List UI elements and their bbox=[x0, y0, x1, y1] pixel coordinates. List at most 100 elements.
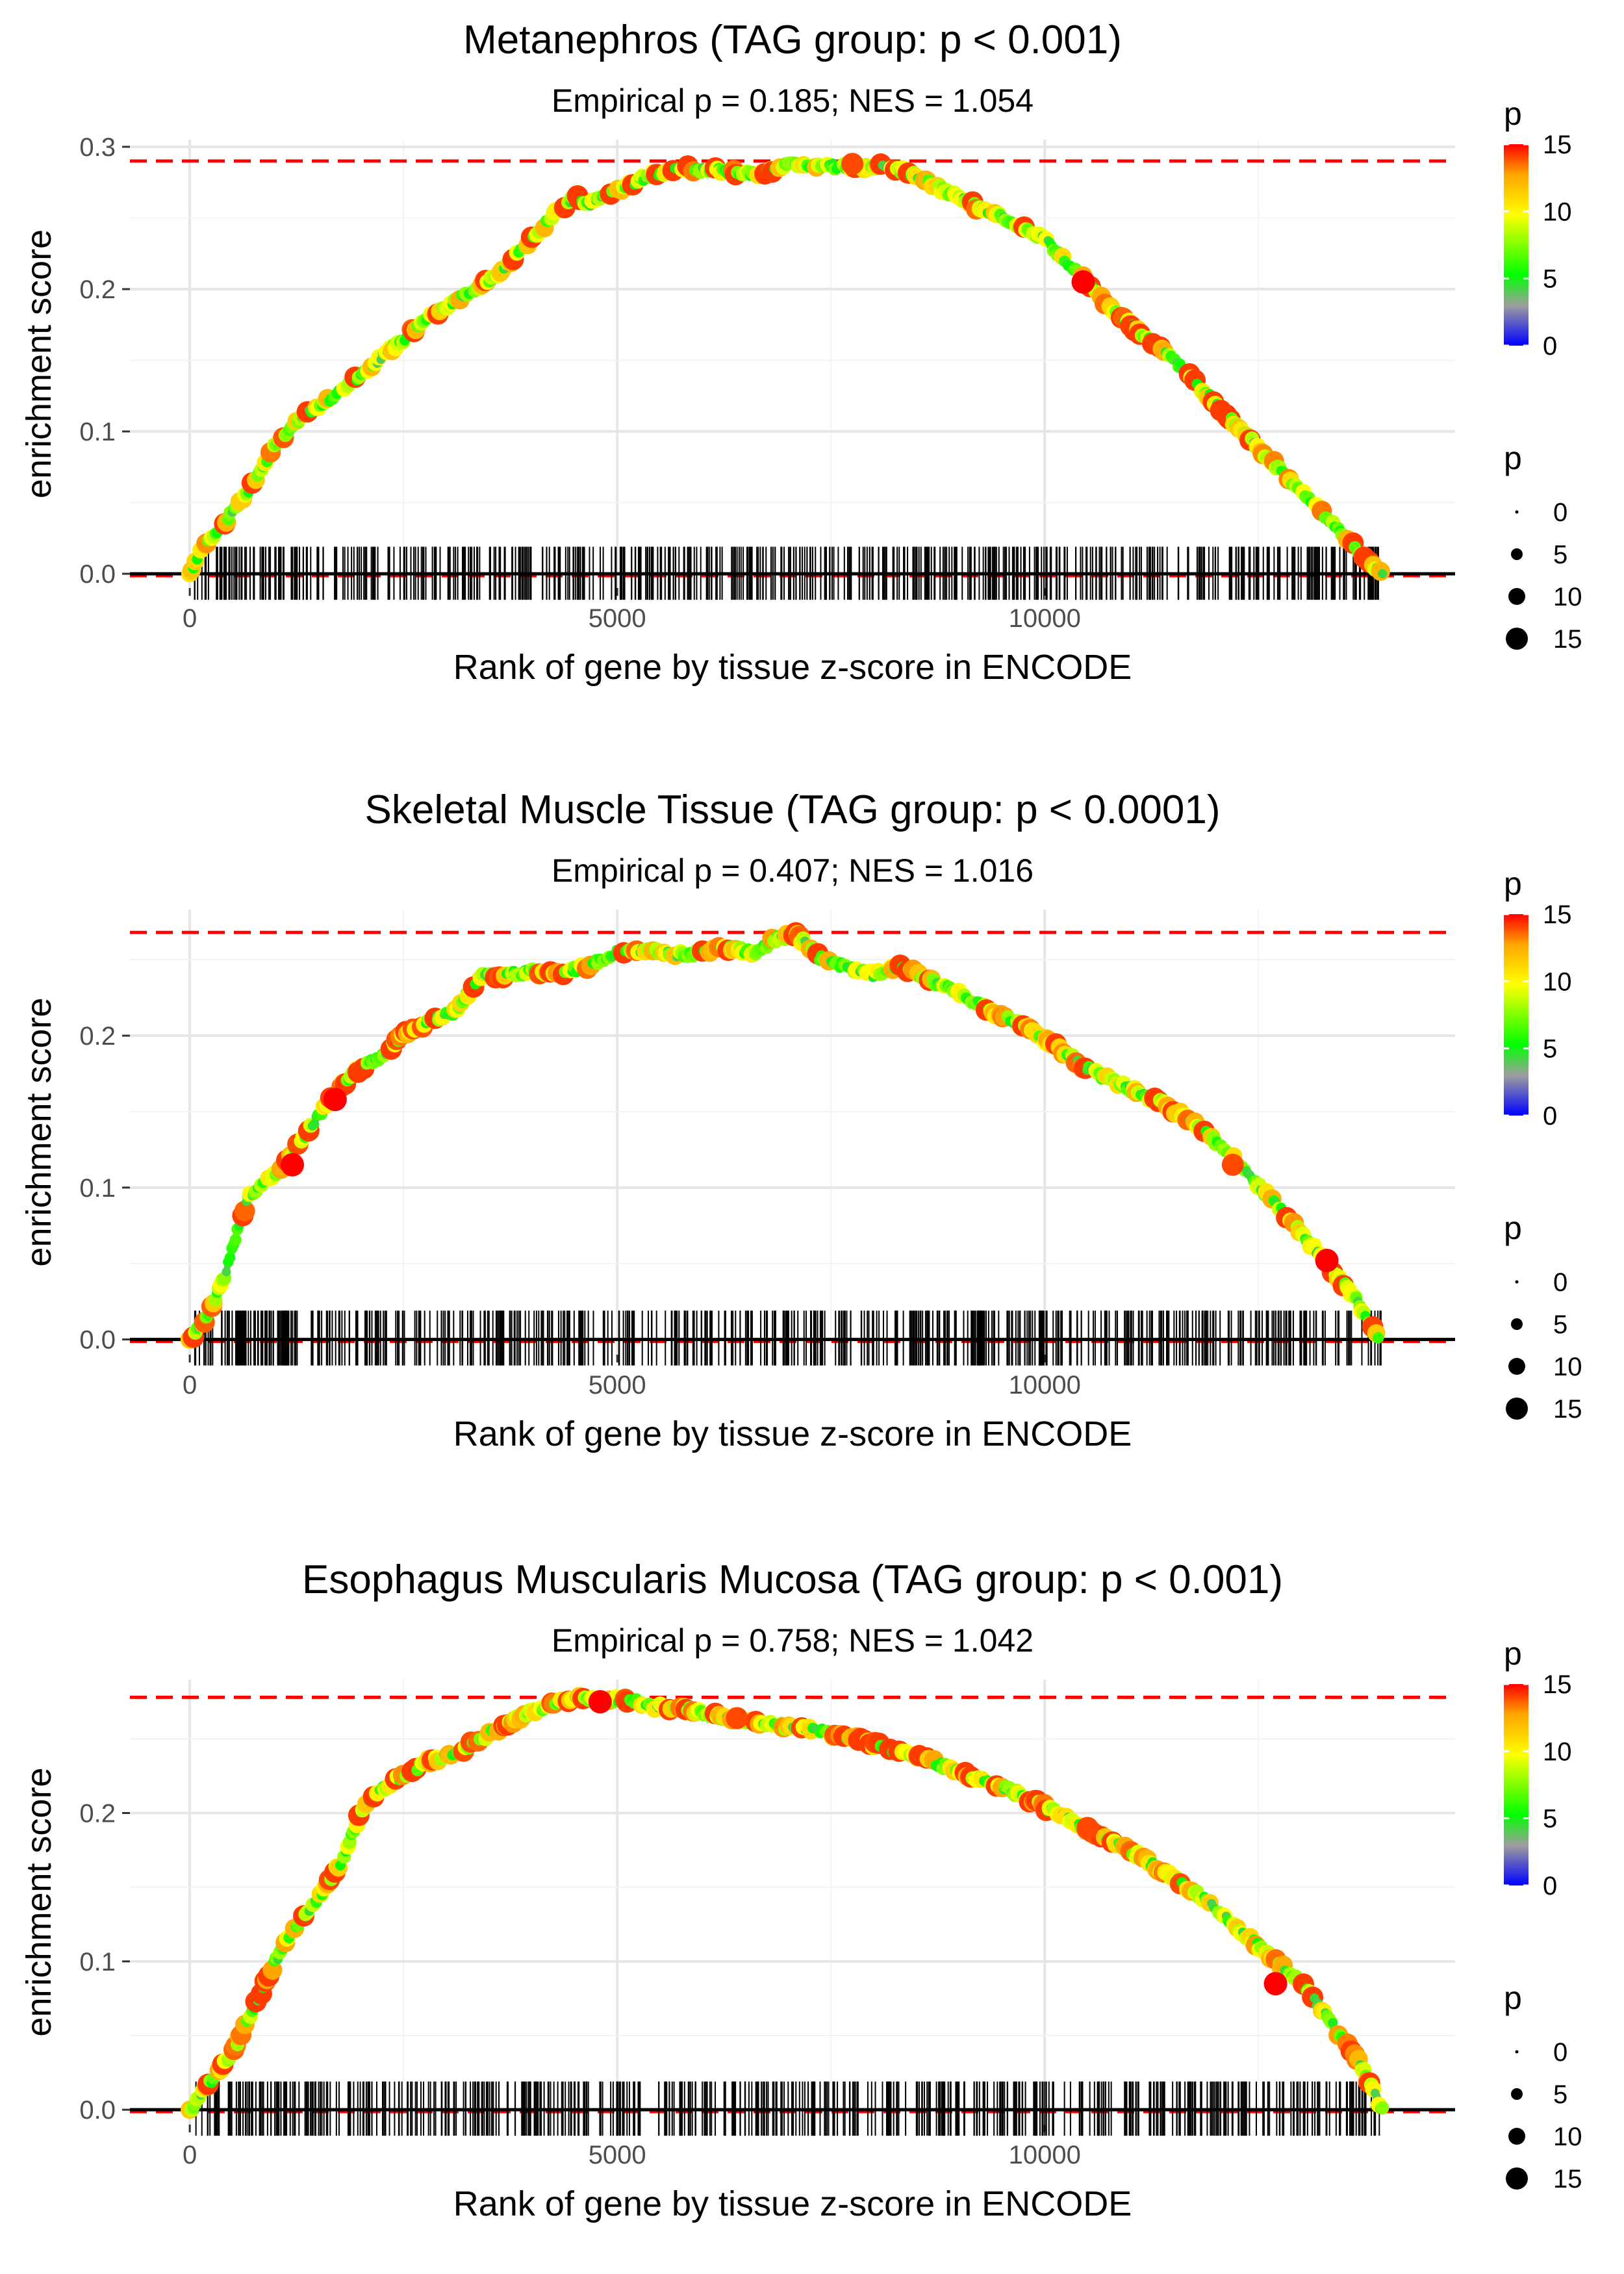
colorbar-tick-label: 10 bbox=[1543, 1737, 1572, 1766]
size-legend-title: p bbox=[1504, 1210, 1522, 1246]
colorbar-legend: p 15 10 5 0 bbox=[1504, 96, 1572, 361]
es-point-highlight bbox=[281, 1153, 305, 1177]
enrichment-curve bbox=[181, 1687, 1389, 2119]
size-legend-label: 10 bbox=[1553, 1353, 1582, 1381]
size-legend-label: 5 bbox=[1553, 541, 1567, 569]
size-legend: p 0 5 10 15 bbox=[1504, 440, 1582, 654]
colorbar-tick-label: 10 bbox=[1543, 967, 1572, 996]
x-axis-label: Rank of gene by tissue z-score in ENCODE bbox=[453, 648, 1132, 687]
es-point bbox=[234, 1201, 255, 1221]
x-tick-label: 5000 bbox=[589, 1371, 646, 1399]
size-legend-title: p bbox=[1504, 440, 1522, 476]
gridlines bbox=[130, 910, 1455, 1355]
es-point bbox=[224, 1252, 236, 1263]
size-legend-dot bbox=[1515, 510, 1519, 514]
size-legend-dot bbox=[1515, 1280, 1519, 1284]
y-tick-label: 0.1 bbox=[79, 1948, 116, 1976]
y-axis-label: enrichment score bbox=[19, 997, 58, 1266]
colorbar-tick-label: 15 bbox=[1543, 131, 1572, 159]
size-legend-dot bbox=[1508, 1358, 1525, 1375]
chart-panel-1: Metanephros (TAG group: p < 0.001) Empiri… bbox=[19, 18, 1582, 687]
size-legend-dot bbox=[1508, 2128, 1525, 2145]
colorbar-tick-label: 5 bbox=[1543, 1035, 1557, 1064]
y-tick-label: 0.3 bbox=[79, 133, 116, 162]
es-point-highlight bbox=[1221, 1153, 1244, 1176]
chart-subtitle: Empirical p = 0.407; NES = 1.016 bbox=[552, 852, 1034, 889]
y-tick-label: 0.2 bbox=[79, 1022, 116, 1051]
y-tick-label: 0.0 bbox=[79, 2096, 116, 2125]
enrichment-curve bbox=[181, 153, 1390, 583]
es-point-highlight bbox=[726, 1707, 748, 1730]
es-point bbox=[309, 1119, 320, 1129]
colorbar-gradient bbox=[1504, 914, 1529, 1116]
x-axis-label: Rank of gene by tissue z-score in ENCODE bbox=[453, 2184, 1132, 2223]
colorbar-tick-label: 10 bbox=[1543, 198, 1572, 226]
x-tick-label: 5000 bbox=[589, 604, 646, 633]
size-legend-label: 15 bbox=[1553, 625, 1582, 654]
size-legend-dot bbox=[1508, 588, 1525, 605]
y-tick-label: 0.0 bbox=[79, 1326, 116, 1355]
es-point-highlight bbox=[1315, 1249, 1339, 1273]
y-tick-label: 0.1 bbox=[79, 1174, 116, 1203]
es-point-highlight bbox=[1076, 1817, 1099, 1839]
y-tick-label: 0.1 bbox=[79, 418, 116, 446]
colorbar-tick-label: 15 bbox=[1543, 901, 1572, 929]
size-legend: p 0 5 10 15 bbox=[1504, 1210, 1582, 1424]
es-point-highlight bbox=[1263, 1972, 1288, 1996]
x-tick-label: 0 bbox=[183, 1371, 197, 1399]
colorbar-tick-label: 5 bbox=[1543, 265, 1557, 294]
x-tick-label: 10000 bbox=[1009, 604, 1081, 633]
colorbar-tick-label: 0 bbox=[1543, 1102, 1557, 1131]
es-point-highlight bbox=[588, 1690, 612, 1714]
y-tick-label: 0.2 bbox=[79, 275, 116, 304]
chart-panel-2: Skeletal Muscle Tissue (TAG group: p < 0… bbox=[19, 787, 1582, 1453]
size-legend-title: p bbox=[1504, 1980, 1522, 2016]
size-legend-dot bbox=[1511, 1318, 1523, 1330]
colorbar-tick-label: 0 bbox=[1543, 1872, 1557, 1900]
size-legend-dot bbox=[1511, 548, 1523, 560]
size-legend-label: 0 bbox=[1553, 2038, 1567, 2067]
size-legend-label: 10 bbox=[1553, 2123, 1582, 2151]
es-point-highlight bbox=[1071, 270, 1095, 294]
size-legend-label: 0 bbox=[1553, 1268, 1567, 1297]
size-legend-label: 15 bbox=[1553, 1395, 1582, 1424]
es-point bbox=[1378, 568, 1388, 579]
size-legend-label: 5 bbox=[1553, 2080, 1567, 2109]
es-point bbox=[1372, 1332, 1384, 1344]
colorbar-title: p bbox=[1504, 1635, 1522, 1672]
colorbar-title: p bbox=[1504, 865, 1522, 902]
size-legend-dot bbox=[1506, 628, 1528, 650]
es-point-highlight bbox=[323, 1088, 347, 1112]
x-tick-label: 10000 bbox=[1009, 2141, 1081, 2169]
chart-subtitle: Empirical p = 0.185; NES = 1.054 bbox=[552, 83, 1034, 119]
x-axis-label: Rank of gene by tissue z-score in ENCODE bbox=[453, 1414, 1132, 1453]
x-tick-label: 0 bbox=[183, 2141, 197, 2169]
size-legend-dot bbox=[1506, 1398, 1528, 1420]
chart-title: Skeletal Muscle Tissue (TAG group: p < 0… bbox=[365, 787, 1221, 832]
es-point-highlight bbox=[841, 153, 864, 175]
size-legend-label: 15 bbox=[1553, 2165, 1582, 2193]
size-legend-label: 5 bbox=[1553, 1310, 1567, 1339]
colorbar-gradient bbox=[1504, 144, 1529, 346]
y-axis-label: enrichment score bbox=[19, 1767, 58, 2036]
gridlines bbox=[130, 140, 1455, 588]
x-tick-label: 10000 bbox=[1009, 1371, 1081, 1399]
colorbar-tick-label: 5 bbox=[1543, 1805, 1557, 1833]
x-tick-label: 0 bbox=[183, 604, 197, 633]
chart-panel-3: Esophagus Muscularis Mucosa (TAG group: … bbox=[19, 1557, 1582, 2223]
enrichment-curve bbox=[180, 922, 1386, 1349]
size-legend-dot bbox=[1515, 2050, 1519, 2054]
y-tick-label: 0.2 bbox=[79, 1800, 116, 1828]
chart-title: Esophagus Muscularis Mucosa (TAG group: … bbox=[302, 1557, 1283, 1602]
colorbar-tick-label: 15 bbox=[1543, 1670, 1572, 1699]
size-legend-label: 0 bbox=[1553, 498, 1567, 527]
x-tick-label: 5000 bbox=[589, 2141, 646, 2169]
colorbar-gradient bbox=[1504, 1684, 1529, 1885]
chart-subtitle: Empirical p = 0.758; NES = 1.042 bbox=[552, 1622, 1034, 1659]
size-legend-label: 10 bbox=[1553, 583, 1582, 611]
es-point bbox=[229, 1234, 242, 1246]
y-tick-label: 0.0 bbox=[79, 560, 116, 589]
y-axis-label: enrichment score bbox=[19, 229, 58, 498]
chart-title: Metanephros (TAG group: p < 0.001) bbox=[463, 18, 1122, 62]
